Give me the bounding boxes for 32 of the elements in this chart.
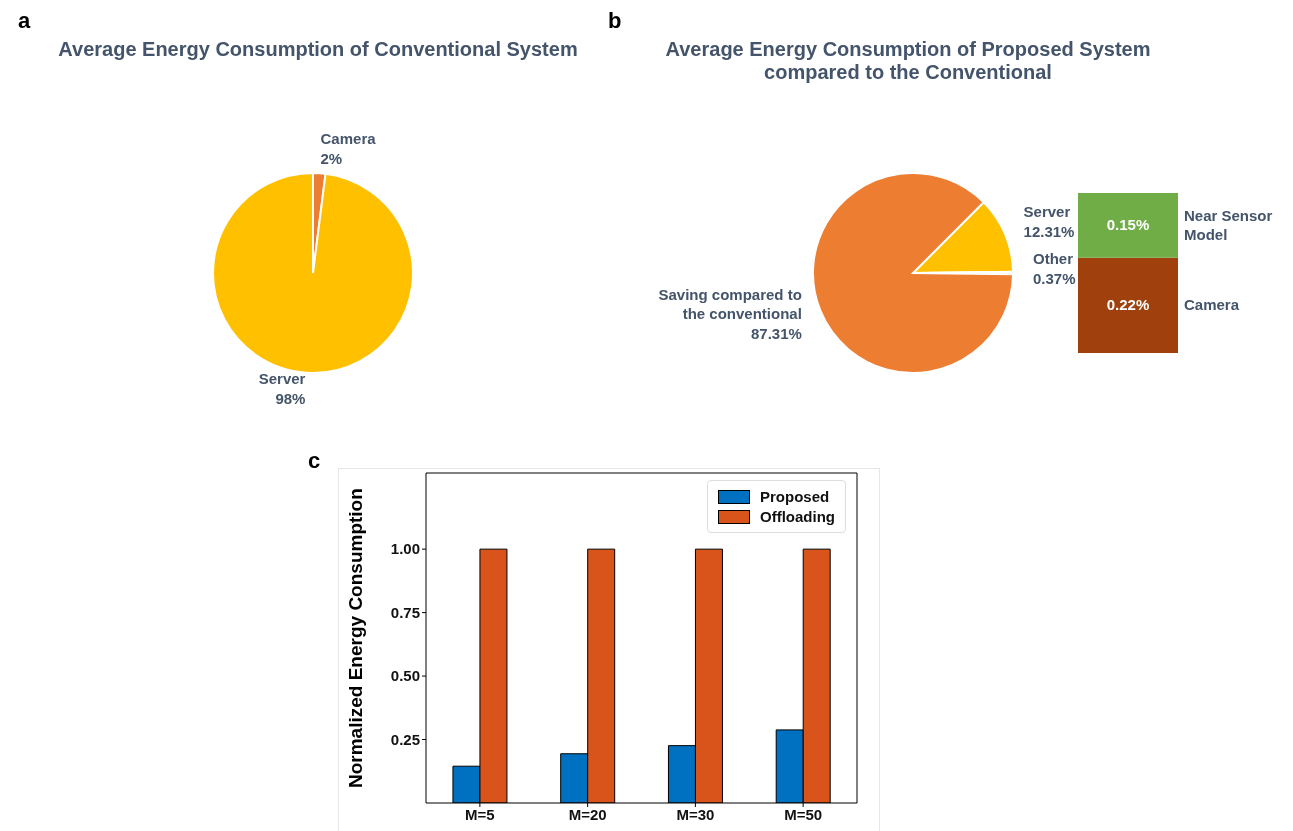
x-tick-label: M=30 <box>676 805 715 823</box>
data-label: 0.37% <box>1033 269 1076 287</box>
chart-title: Average Energy Consumption of Proposed System compared to the Conventional <box>664 38 1152 84</box>
slice-label: Server <box>258 369 306 387</box>
pie-slice <box>812 172 1014 374</box>
y-tick-label: 1.00 <box>390 540 420 558</box>
data-label: 2% <box>320 150 343 168</box>
series-label: Camera <box>1184 296 1240 314</box>
data-label: 0.22% <box>1106 296 1150 314</box>
slice-label: Other <box>1033 249 1074 267</box>
y-tick-label: 0.25 <box>390 730 420 748</box>
data-label: 12.31% <box>1023 223 1075 241</box>
legend-label: Offloading <box>760 508 835 525</box>
pie-slice <box>212 172 414 374</box>
x-tick-label: M=50 <box>784 805 823 823</box>
legend-label: Proposed <box>760 488 830 505</box>
x-tick-label: M=5 <box>465 805 495 823</box>
slice-label: Server <box>1023 203 1071 221</box>
x-tick-label: M=20 <box>568 805 607 823</box>
series-label: Near Sensor Model <box>1184 206 1273 243</box>
data-label: 87.31% <box>751 325 802 343</box>
y-tick-label: 0.50 <box>390 667 420 685</box>
slice-label: Camera <box>320 130 377 148</box>
text: b <box>608 8 622 34</box>
y-tick-label: 0.75 <box>390 603 420 621</box>
text: a <box>18 8 31 34</box>
data-label: 98% <box>275 389 306 407</box>
chart-title: Average Energy Consumption of Conventional System <box>57 38 579 61</box>
data-label: 0.15% <box>1106 216 1150 234</box>
y-axis-title: Normalized Energy Consumption <box>344 488 366 788</box>
text: c <box>308 448 321 474</box>
slice-label: Saving compared to the conventional <box>658 286 802 323</box>
